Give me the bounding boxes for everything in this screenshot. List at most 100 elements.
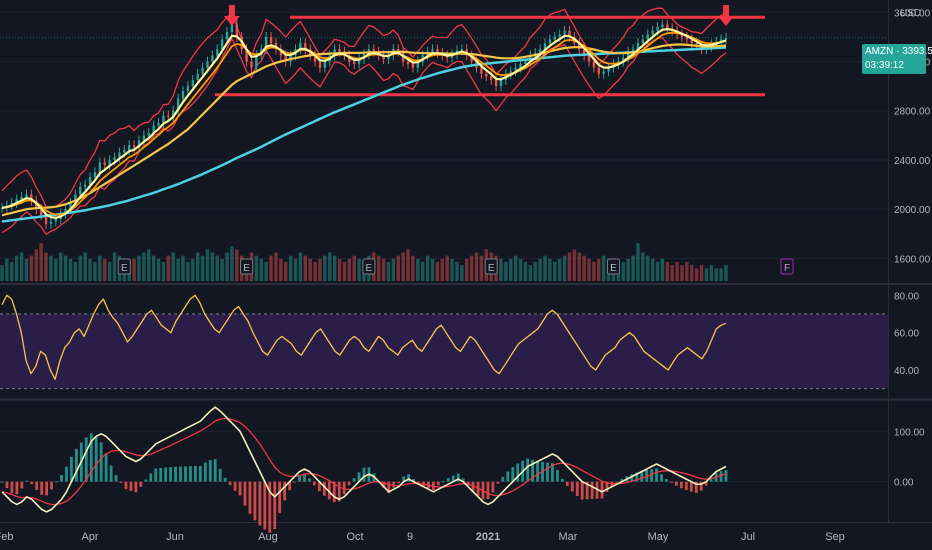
candle-body — [548, 39, 552, 44]
envelope-upper-line — [1, 7, 727, 208]
candle-body — [279, 49, 283, 56]
macd-histogram-bar — [278, 481, 282, 514]
candle-body — [382, 55, 385, 60]
volume-bar — [254, 255, 259, 281]
volume-bar — [504, 262, 508, 281]
volume-bar — [284, 262, 288, 281]
candle-body — [186, 86, 190, 92]
volume-bar — [690, 265, 694, 281]
macd-histogram-bar — [699, 481, 703, 491]
earnings-marker — [606, 258, 620, 275]
macd-histogram-bar — [536, 460, 539, 482]
volume-bar — [191, 258, 195, 281]
candle-body — [582, 49, 586, 56]
volume-bar — [533, 262, 537, 281]
volume-bar — [602, 255, 606, 281]
volume-bar — [577, 252, 581, 281]
candle-body — [357, 59, 361, 64]
candle-body — [406, 61, 410, 64]
candle-body — [353, 61, 356, 64]
macd-histogram-bar — [293, 481, 296, 483]
candle-body — [543, 43, 547, 50]
volume-bar — [205, 249, 210, 281]
volume-bar — [416, 258, 420, 281]
candle-body — [514, 67, 517, 72]
candle-body — [626, 51, 630, 58]
candle-body — [724, 37, 728, 40]
macd-histogram-bar — [84, 437, 88, 482]
macd-histogram-bar — [570, 481, 574, 492]
macd-histogram-bar — [218, 468, 222, 482]
volume-bar — [699, 265, 704, 281]
earnings-marker — [240, 258, 254, 275]
volume-bar — [98, 255, 102, 281]
volume-bar — [107, 262, 112, 281]
macd-histogram-bar — [382, 481, 386, 488]
volume-bar — [328, 252, 332, 281]
macd-histogram-bar — [149, 473, 153, 482]
macd-histogram-bar — [169, 467, 173, 482]
volume-bar — [425, 255, 430, 281]
candle-body — [201, 67, 204, 74]
candle-body — [313, 55, 317, 62]
macd-histogram-bar — [114, 475, 118, 482]
macd-histogram-bar — [402, 476, 406, 482]
macd-histogram-bar — [50, 481, 53, 490]
macd-histogram-bar — [65, 466, 68, 482]
macd-histogram-bar — [466, 481, 470, 486]
macd-histogram-bar — [213, 459, 217, 482]
earnings-marker — [780, 258, 794, 275]
volume-bar — [73, 262, 78, 281]
volume-bar — [293, 258, 298, 281]
macd-histogram-bar — [461, 478, 465, 482]
candle-body — [460, 49, 464, 51]
macd-histogram-bar — [258, 481, 262, 526]
macd-histogram-bar — [268, 481, 272, 533]
time-tick-label: Feb — [0, 531, 13, 543]
rsi-tick-label: 60.00 — [894, 329, 919, 340]
earnings-marker-letter: E — [610, 263, 617, 274]
candle-body — [255, 55, 258, 68]
candle-body — [494, 79, 498, 87]
volume-bar — [210, 252, 215, 281]
volume-bar — [641, 252, 645, 281]
macd-histogram-bar — [486, 481, 490, 500]
macd-histogram-bar — [322, 481, 326, 496]
macd-histogram-bar — [635, 472, 639, 482]
macd-histogram-bar — [511, 466, 515, 482]
volume-bar — [680, 265, 684, 281]
volume-bar — [499, 258, 503, 281]
volume-bar — [10, 262, 14, 281]
volume-bar — [29, 255, 34, 281]
candle-body — [558, 34, 561, 37]
time-tick-label: Aug — [258, 531, 278, 543]
volume-bar — [186, 262, 190, 281]
candle-body — [641, 39, 645, 44]
macd-histogram-bar — [585, 481, 589, 500]
volume-bar — [63, 255, 68, 281]
macd-tick-label: 0.00 — [894, 478, 914, 489]
candle-body — [93, 172, 97, 178]
volume-bar — [259, 258, 263, 281]
macd-histogram-bar — [694, 481, 698, 493]
envelope-lower-line — [1, 37, 727, 235]
macd-histogram-bar — [615, 481, 619, 483]
peak-arrow-shaft — [723, 5, 729, 17]
macd-histogram-bar — [109, 465, 113, 482]
rsi-band — [0, 314, 888, 389]
macd-histogram-bar — [154, 468, 158, 482]
volume-bar — [225, 252, 229, 281]
moving-average-fastest — [1, 28, 727, 219]
price-tick-label: 3600.00 — [894, 8, 931, 19]
macd-histogram-bar — [184, 466, 187, 482]
candle-body — [338, 49, 341, 52]
macd-histogram-bar — [303, 473, 306, 482]
candle-body — [299, 43, 302, 50]
currency-label: USD — [900, 8, 922, 19]
volume-bar — [719, 268, 723, 281]
candle-body — [25, 194, 28, 197]
candle-body — [416, 61, 420, 68]
volume-bar — [445, 255, 449, 281]
macd-histogram-bar — [223, 477, 227, 482]
price-tick-label: 2400.00 — [894, 156, 931, 167]
